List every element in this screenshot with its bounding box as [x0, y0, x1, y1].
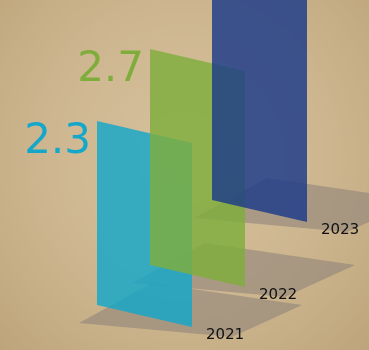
value-label-2021: 2.3: [24, 114, 91, 163]
year-labels: 2021 2022 2023: [206, 220, 359, 343]
year-label-2022: 2022: [259, 285, 297, 303]
bar-2023: [212, 0, 307, 222]
value-label-2022: 2.7: [77, 42, 144, 91]
year-label-2023: 2023: [321, 220, 359, 238]
value-labels: 2.32.73.2: [24, 42, 144, 163]
bar-panels: [97, 0, 307, 327]
year-label-2021: 2021: [206, 325, 244, 343]
